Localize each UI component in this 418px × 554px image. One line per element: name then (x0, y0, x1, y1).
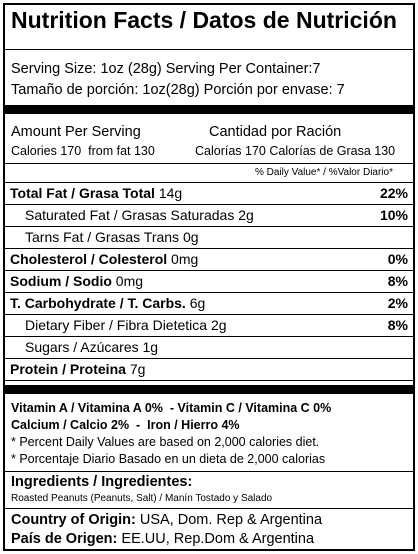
divider (5, 163, 413, 164)
nutrient-row: Saturated Fat / Grasas Saturadas 2g 10% (5, 205, 413, 227)
nutrient-name: Protein / Proteina (10, 361, 126, 377)
origin-label: País de Origen: (11, 531, 118, 547)
vitamins: Calcium / Calcio 2% - Iron / Hierro 4% (11, 418, 240, 432)
nutrient-name: Tarns Fat / Grasas Trans (25, 229, 180, 245)
footnote: * Porcentaje Diario Basado en un dieta d… (11, 452, 326, 466)
ingredients-title: Ingredients / Ingredientes: (11, 474, 193, 490)
nutrient-row: T. Carbohydrate / T. Carbs. 6g 2% (5, 293, 413, 315)
footnote: * Percent Daily Values are based on 2,00… (11, 435, 320, 449)
nutrient-amount: 1g (142, 339, 159, 355)
vitamins: Vitamin A / Vitamina A 0% - Vitamin C / … (11, 401, 332, 415)
nutrient-name: Total Fat / Grasa Total (10, 185, 155, 201)
nutrient-label: Tarns Fat / Grasas Trans 0g (25, 227, 199, 248)
nutrient-amount: 14g (158, 185, 183, 201)
nutrient-amount: 2g (238, 207, 254, 223)
nutrient-row: Dietary Fiber / Fibra Dietetica 2g 8% (5, 315, 413, 337)
calories: Calories 170 from fat 130 (11, 144, 155, 158)
divider (5, 471, 413, 472)
nutrient-row: Cholesterol / Colesterol 0mg 0% (5, 249, 413, 271)
daily-value: 10% (379, 207, 408, 223)
nutrient-label: Sodium / Sodio 0mg (10, 271, 143, 292)
nutrient-label: Dietary Fiber / Fibra Dietetica 2g (25, 315, 227, 336)
nutrient-label: T. Carbohydrate / T. Carbs. 6g (10, 293, 205, 314)
nutrient-label: Cholesterol / Colesterol 0mg (10, 249, 198, 270)
daily-value-header: % Daily Value* / %Valor Diario* (254, 167, 393, 178)
amount-label: Cantidad por Ración (209, 124, 342, 140)
nutrient-amount: 0mg (115, 273, 144, 289)
divider (5, 385, 413, 394)
divider (5, 49, 413, 50)
nutrient-name: Saturated Fat / Grasas Saturadas (25, 207, 235, 223)
nutrient-amount: 7g (129, 361, 146, 377)
nutrient-amount: 2g (210, 317, 227, 333)
nutrient-name: Cholesterol / Colesterol (10, 251, 168, 267)
title: Nutrition Facts / Datos de Nutrición (11, 7, 397, 33)
origin-label: Country of Origin: (11, 512, 136, 528)
nutrient-amount: 6g (189, 295, 206, 311)
nutrient-name: Dietary Fiber / Fibra Dietetica (25, 317, 208, 333)
nutrient-row: Total Fat / Grasa Total 14g 22% (5, 183, 413, 205)
divider (5, 508, 413, 509)
nutrient-name: Sodium / Sodio (10, 273, 112, 289)
nutrient-row: Tarns Fat / Grasas Trans 0g (5, 227, 413, 249)
serving-size: Tamaño de porción: 1oz(28g) Porción por … (11, 82, 345, 98)
nutrient-name: T. Carbohydrate / T. Carbs. (10, 295, 186, 311)
origin-value: EE.UU, Rep.Dom & Argentina (121, 531, 315, 547)
origin-value: USA, Dom. Rep & Argentina (139, 512, 323, 528)
ingredients-text: Roasted Peanuts (Peanuts, Salt) / Manín … (11, 493, 273, 504)
serving-size: Serving Size: 1oz (28g) Serving Per Cont… (11, 61, 321, 77)
nutrient-label: Total Fat / Grasa Total 14g (10, 183, 182, 204)
nutrient-amount: 0g (182, 229, 199, 245)
divider (5, 105, 413, 114)
nutrient-amount: 0mg (171, 251, 199, 267)
daily-value: 0% (387, 251, 408, 267)
nutrient-label: Sugars / Azúcares 1g (25, 337, 158, 358)
calories: Calorías 170 Calorías de Grasa 130 (195, 144, 396, 158)
amount-label: Amount Per Serving (11, 124, 141, 140)
origin: Country of Origin: USA, Dom. Rep & Argen… (11, 512, 322, 528)
nutrient-row: Protein / Proteina 7g (5, 359, 413, 381)
daily-value: 8% (387, 273, 408, 289)
divider (5, 182, 413, 183)
daily-value: 2% (387, 295, 408, 311)
nutrient-label: Protein / Proteina 7g (10, 359, 145, 380)
nutrient-row: Sugars / Azúcares 1g (5, 337, 413, 359)
origin: País de Origen: EE.UU, Rep.Dom & Argenti… (11, 531, 314, 547)
daily-value: 22% (379, 185, 408, 201)
nutrient-row: Sodium / Sodio 0mg 8% (5, 271, 413, 293)
daily-value: 8% (387, 317, 408, 333)
nutrition-label: Nutrition Facts / Datos de Nutrición Ser… (3, 3, 415, 551)
nutrient-label: Saturated Fat / Grasas Saturadas 2g (25, 205, 254, 226)
nutrient-name: Sugars / Azúcares (25, 339, 139, 355)
